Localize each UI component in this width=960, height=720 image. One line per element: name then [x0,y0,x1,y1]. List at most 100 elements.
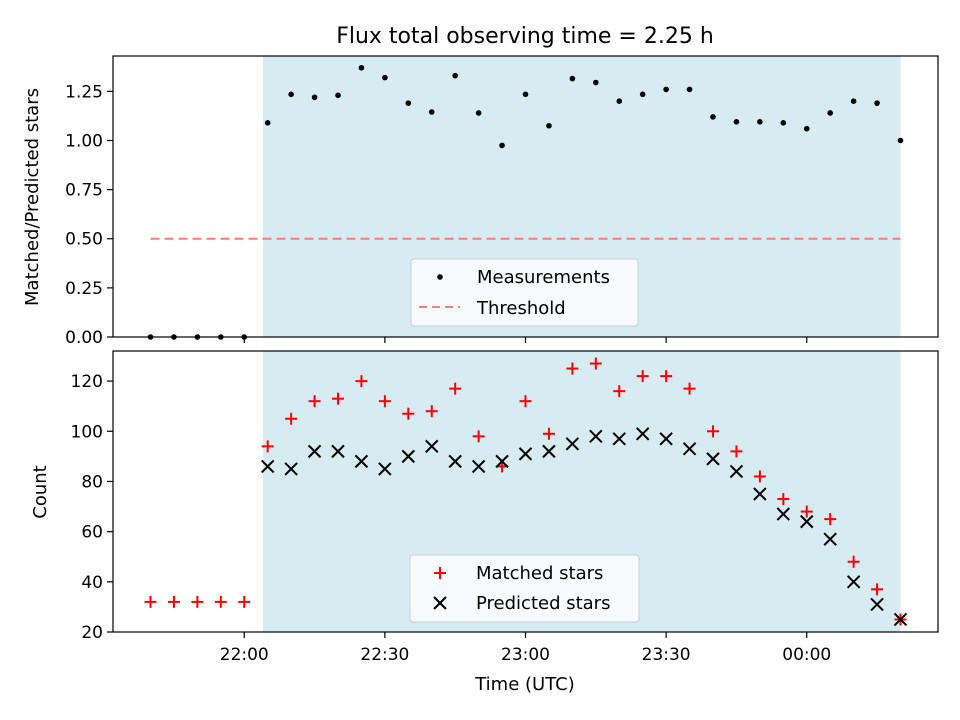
predicted-star-point [706,452,720,466]
matched-star-point [402,407,415,420]
predicted-star-point [823,532,837,546]
measurement-point [850,98,857,104]
y-tick-label: 80 [81,472,103,492]
measurement-point [780,120,787,126]
legend-measurements-marker [437,274,443,280]
y-tick-label: 100 [71,422,103,442]
matched-star-point [449,382,462,395]
matched-star-point [871,583,884,596]
matched-star-point [800,505,813,518]
chart-title: Flux total observing time = 2.25 h [336,24,714,49]
predicted-star-point [846,575,861,589]
measurement-point [827,110,833,116]
matched-star-point [519,395,532,408]
predicted-star-point [753,487,767,501]
matched-star-point [613,385,626,398]
measurement-point [733,119,740,125]
measurement-point [264,120,271,126]
predicted-star-point [635,427,650,441]
predicted-star-point [565,437,580,451]
y-tick-label: 120 [71,372,103,392]
y-tick-label: 1.25 [65,82,103,102]
matched-star-point [753,470,766,483]
top-y-axis-label: Matched/Predicted stars [22,88,43,306]
predicted-star-point [495,454,509,469]
measurement-point [382,74,388,81]
predicted-star-point [776,507,791,521]
legend-predicted-marker [433,596,447,610]
predicted-star-point [800,514,814,529]
matched-star-point [214,595,227,608]
measurement-point [546,122,552,129]
predicted-star-point [729,464,744,479]
measurement-point [288,91,294,98]
matched-star-point [847,555,860,568]
predicted-star-point [448,454,462,469]
measurement-point [569,75,576,82]
x-tick-label: 23:30 [642,645,691,665]
matched-star-point [566,362,579,375]
matched-star-point [636,370,649,383]
matched-star-point [144,595,157,608]
legend-matched-marker [434,567,446,579]
predicted-star-point [284,462,298,476]
x-tick-label: 22:30 [360,645,409,665]
matched-star-point [238,595,251,608]
measurement-point [757,119,763,125]
predicted-star-point [471,459,486,474]
predicted-star-point [331,444,345,459]
measurement-point [616,98,623,104]
measurement-point [710,114,716,120]
matched-star-point [261,440,274,453]
matched-star-point [777,493,790,506]
matched-star-point [660,370,673,383]
predicted-star-point [659,432,673,446]
legend-threshold-label: Threshold [476,298,566,319]
measurement-point [405,100,412,106]
measurement-point [335,92,341,99]
matched-star-point [308,395,321,408]
y-tick-label: 20 [81,623,103,643]
predicted-star-point [542,444,556,459]
x-tick-label: 23:00 [501,645,550,665]
bottom-panel: 20 40 60 80 100 120 22:00 22:30 23:00 23:30 00:00… [30,350,939,695]
measurement-point [686,86,693,93]
matched-star-point [472,430,485,443]
y-tick-label: 0.00 [65,328,103,348]
bottom-legend: Matched stars Predicted stars [409,554,640,623]
measurement-point [428,109,435,115]
top-legend: Measurements Threshold [410,258,639,327]
measurement-point [522,91,529,98]
matched-star-point [589,357,602,370]
measurement-point [311,94,318,101]
matched-star-point [425,405,438,418]
predicted-star-point [354,454,369,469]
predicted-star-point [870,597,884,612]
predicted-star-point [612,432,626,446]
predicted-star-point [378,462,392,476]
predicted-star-point [893,612,908,627]
y-tick-label: 40 [81,573,103,593]
predicted-star-point [260,459,275,474]
legend-matched-label: Matched stars [476,563,603,584]
predicted-star-point [401,449,416,464]
x-tick-label: 22:00 [220,645,269,665]
measurement-point [499,142,505,149]
predicted-star-point [518,447,533,461]
measurement-point [874,100,880,106]
measurement-point [663,86,669,93]
matched-star-point [683,382,696,395]
y-tick-label: 0.50 [65,230,103,250]
matched-star-point [542,427,555,440]
measurement-point [358,64,365,71]
predicted-star-point [682,442,697,456]
y-tick-label: 60 [81,523,103,543]
measurement-point [475,110,482,116]
measurement-point [593,79,599,86]
measurement-point [639,91,646,98]
x-tick-label: 00:00 [782,645,831,665]
measurement-point [897,137,904,144]
matched-star-point [707,425,719,438]
matched-star-point [167,595,180,608]
